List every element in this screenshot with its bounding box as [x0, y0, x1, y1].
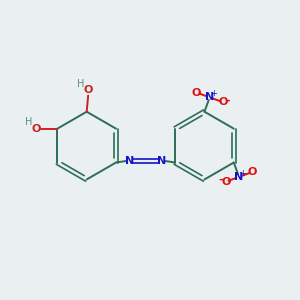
Text: N: N — [124, 156, 134, 166]
Text: O: O — [31, 124, 40, 134]
Text: O: O — [221, 177, 230, 187]
Text: H: H — [77, 79, 85, 89]
Text: -: - — [218, 175, 223, 185]
Text: O: O — [192, 88, 201, 98]
Text: O: O — [218, 97, 228, 107]
Text: N: N — [157, 156, 167, 166]
Text: +: + — [239, 169, 246, 178]
Text: +: + — [210, 89, 217, 98]
Text: N: N — [234, 172, 244, 182]
Text: -: - — [226, 95, 230, 105]
Text: O: O — [83, 85, 93, 95]
Text: H: H — [25, 117, 32, 127]
Text: O: O — [248, 167, 257, 177]
Text: N: N — [205, 92, 214, 102]
